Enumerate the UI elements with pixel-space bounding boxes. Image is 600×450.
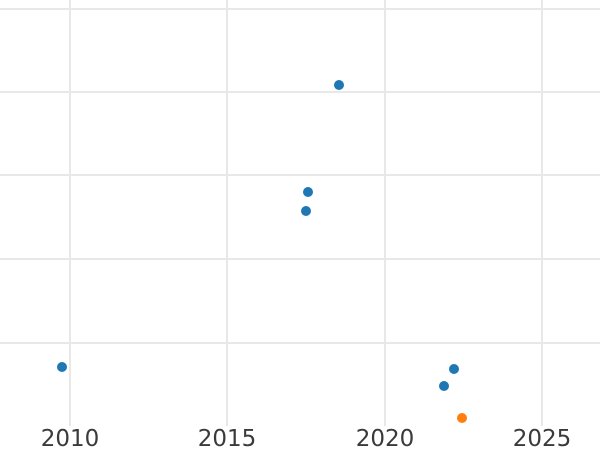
x-tick-label: 2025 <box>512 426 572 450</box>
scatter-point-blue-series <box>301 206 311 216</box>
scatter-point-blue-series <box>57 362 68 372</box>
scatter-point-blue-series <box>334 80 345 90</box>
gridline-horizontal <box>0 174 600 176</box>
gridline-horizontal <box>0 258 600 260</box>
gridline-vertical <box>69 0 71 426</box>
gridline-horizontal <box>0 91 600 93</box>
x-tick-label: 2010 <box>40 426 100 450</box>
gridline-vertical <box>384 0 386 426</box>
gridline-vertical <box>226 0 228 426</box>
scatter-point-blue-series <box>438 381 449 391</box>
scatter-point-blue-series <box>448 364 459 374</box>
gridline-horizontal <box>0 8 600 10</box>
gridline-horizontal <box>0 342 600 344</box>
gridline-vertical <box>541 0 543 426</box>
scatter-point-orange-series <box>456 413 467 423</box>
x-tick-label: 2015 <box>197 426 257 450</box>
x-tick-label: 2020 <box>355 426 415 450</box>
scatter-point-blue-series <box>303 187 314 197</box>
